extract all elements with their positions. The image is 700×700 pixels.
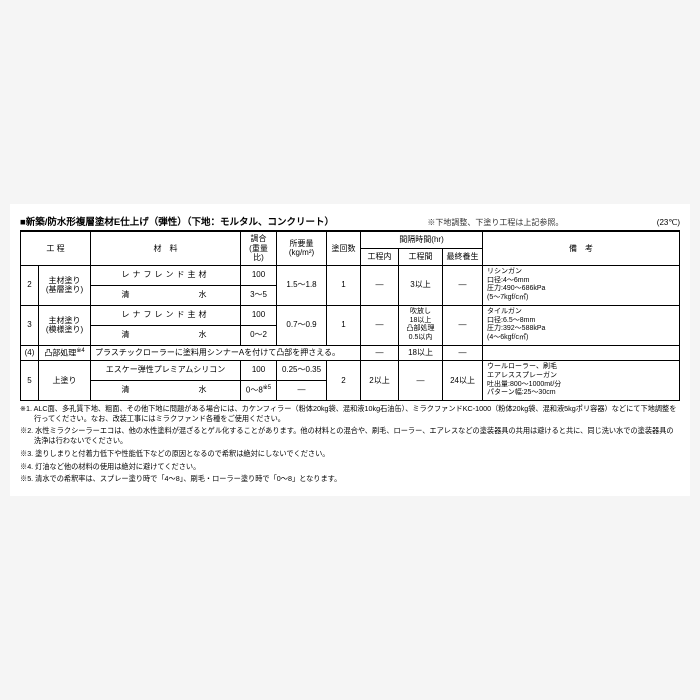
- int-between-cell: 18以上: [399, 345, 443, 360]
- step-name: 主材塗り(基層塗り): [39, 265, 91, 305]
- step-no: (4): [21, 345, 39, 360]
- col-ratio: 調合(重量比): [241, 231, 277, 265]
- int-between-cell: 吹放し18以上凸部処理0.5以内: [399, 305, 443, 345]
- note: ※3. 塗りしまりと付着力低下や性能低下などの原因となるので希釈は絶対にしないで…: [20, 449, 680, 459]
- col-interval-between: 工程間: [399, 248, 443, 265]
- remarks-cell: リシンガン口径:4～6mm圧力:490～686kPa(5～7kgf/c㎡): [483, 265, 680, 305]
- qty-cell: ―: [277, 380, 327, 400]
- sheet-temp: (23℃): [657, 218, 680, 227]
- table-row: 3 主材塗り(模様塗り) レナフレンド主材 100 0.7～0.9 1 ― 吹放…: [21, 305, 680, 325]
- col-qty: 所要量(kg/m²): [277, 231, 327, 265]
- title-row: ■新築/防水形複層塗材E仕上げ（弾性）（下地：モルタル、コンクリート） ※下地調…: [20, 212, 680, 231]
- qty-cell: 1.5～1.8: [277, 265, 327, 305]
- footnote-ref: ※5: [263, 385, 271, 391]
- col-step: 工 程: [21, 231, 91, 265]
- int-in-cell: 2以上: [361, 361, 399, 401]
- col-interval-in: 工程内: [361, 248, 399, 265]
- header-row-1: 工 程 材 料 調合(重量比) 所要量(kg/m²) 塗回数 間隔時間(hr) …: [21, 231, 680, 248]
- step-no: 5: [21, 361, 39, 401]
- ratio-cell: 100: [241, 305, 277, 325]
- note: ※5. 清水での希釈率は、スプレー塗り時で「4～8」、刷毛・ローラー塗り時で「0…: [20, 474, 680, 484]
- material-cell: レナフレンド主材: [91, 305, 241, 325]
- remarks-cell: タイルガン口径:6.5～8mm圧力:392～588kPa(4～6kgf/c㎡): [483, 305, 680, 345]
- int-final-cell: ―: [443, 345, 483, 360]
- remarks-cell: ウールローラー、刷毛エアレススプレーガン吐出量:800～1000mℓ/分パターン…: [483, 361, 680, 401]
- col-interval-final: 最終養生: [443, 248, 483, 265]
- material-cell: 清 水: [91, 380, 241, 400]
- int-in-cell: ―: [361, 305, 399, 345]
- qty-cell: 0.25～0.35: [277, 361, 327, 381]
- step-no: 2: [21, 265, 39, 305]
- material-cell: 清 水: [91, 325, 241, 345]
- int-in-cell: ―: [361, 345, 399, 360]
- table-row: 2 主材塗り(基層塗り) レナフレンド主材 100 1.5～1.8 1 ― 3以…: [21, 265, 680, 285]
- col-remarks: 備 考: [483, 231, 680, 265]
- spec-table: 工 程 材 料 調合(重量比) 所要量(kg/m²) 塗回数 間隔時間(hr) …: [20, 231, 680, 401]
- count-cell: 1: [327, 305, 361, 345]
- sheet-subnote: ※下地調整、下塗り工程は上記参照。: [427, 217, 563, 228]
- material-cell: プラスチックローラーに塗料用シンナーAを付けて凸部を押さえる。: [91, 345, 361, 360]
- step-name: 上塗り: [39, 361, 91, 401]
- table-row: 5 上塗り エスケー弾性プレミアムシリコン 100 0.25～0.35 2 2以…: [21, 361, 680, 381]
- int-between-cell: 3以上: [399, 265, 443, 305]
- col-count: 塗回数: [327, 231, 361, 265]
- material-cell: 清 水: [91, 285, 241, 305]
- count-cell: 2: [327, 361, 361, 401]
- step-name: 主材塗り(模様塗り): [39, 305, 91, 345]
- ratio-cell: 100: [241, 265, 277, 285]
- count-cell: 1: [327, 265, 361, 305]
- int-between-cell: ―: [399, 361, 443, 401]
- ratio-cell: 0～8※5: [241, 380, 277, 400]
- footnote-ref: ※4: [76, 348, 84, 354]
- ratio-cell: 3～5: [241, 285, 277, 305]
- sheet-title: ■新築/防水形複層塗材E仕上げ（弾性）（下地：モルタル、コンクリート）: [20, 214, 334, 228]
- note: ※4. 灯油など他の材料の使用は絶対に避けてください。: [20, 462, 680, 472]
- col-interval-group: 間隔時間(hr): [361, 231, 483, 248]
- int-final-cell: ―: [443, 305, 483, 345]
- col-material: 材 料: [91, 231, 241, 265]
- qty-cell: 0.7～0.9: [277, 305, 327, 345]
- table-row: (4) 凸部処理※4 プラスチックローラーに塗料用シンナーAを付けて凸部を押さえ…: [21, 345, 680, 360]
- note: ※2. 水性ミラクシーラーエコは、他の水性塗料が混ざるとゲル化することがあります…: [20, 426, 680, 445]
- remarks-cell: [483, 345, 680, 360]
- int-final-cell: 24以上: [443, 361, 483, 401]
- note: ※1. ALC面、多孔質下地、粗面、その他下地に問題がある場合には、カケンフィラ…: [20, 404, 680, 423]
- step-name: 凸部処理※4: [39, 345, 91, 360]
- int-in-cell: ―: [361, 265, 399, 305]
- material-cell: レナフレンド主材: [91, 265, 241, 285]
- spec-sheet: ■新築/防水形複層塗材E仕上げ（弾性）（下地：モルタル、コンクリート） ※下地調…: [10, 204, 690, 496]
- step-no: 3: [21, 305, 39, 345]
- material-cell: エスケー弾性プレミアムシリコン: [91, 361, 241, 381]
- ratio-cell: 0～2: [241, 325, 277, 345]
- ratio-cell: 100: [241, 361, 277, 381]
- int-final-cell: ―: [443, 265, 483, 305]
